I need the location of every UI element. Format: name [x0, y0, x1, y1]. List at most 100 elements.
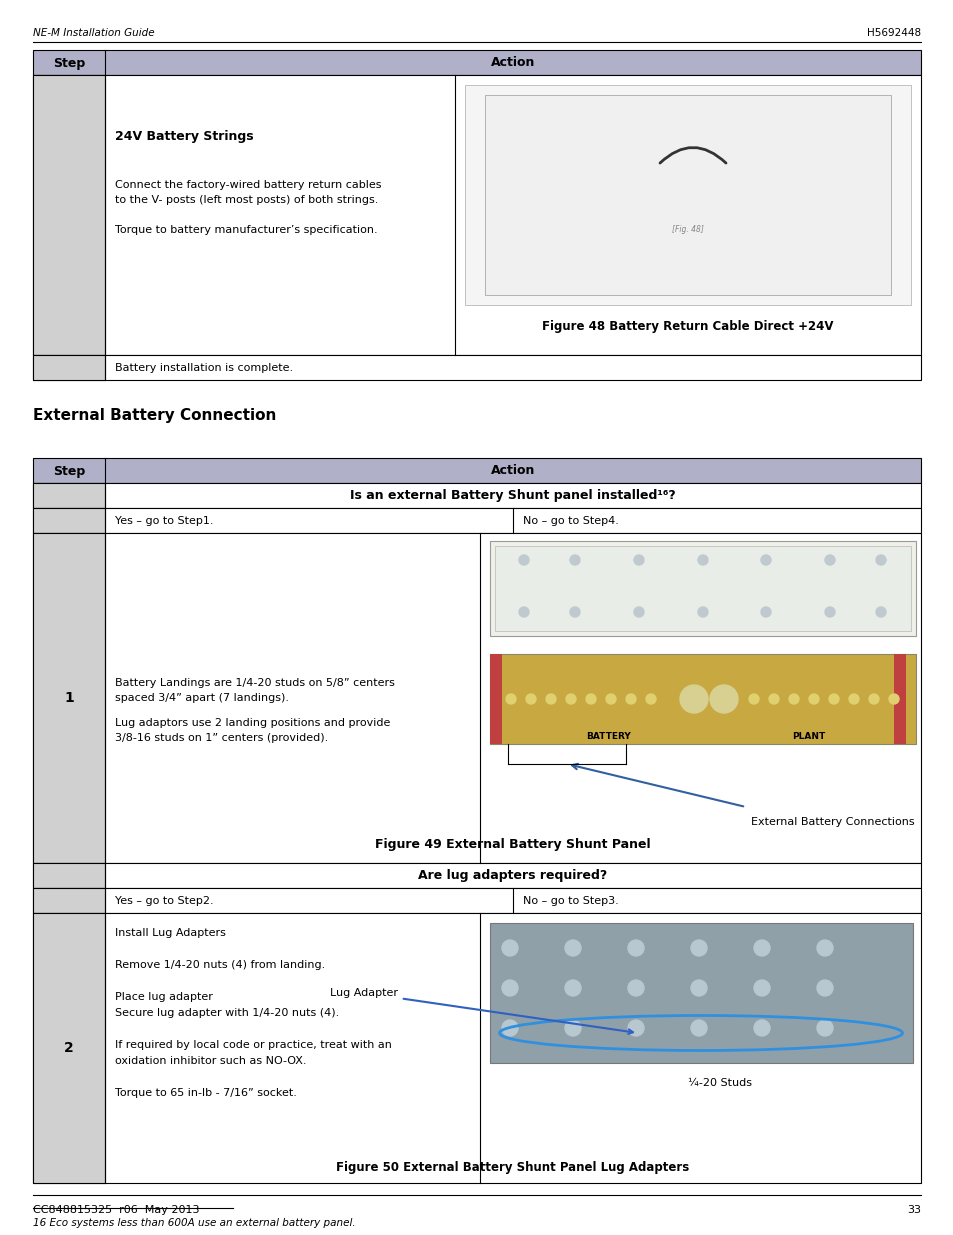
Bar — [33, 458, 920, 483]
Bar — [893, 655, 905, 743]
Text: Yes – go to Step1.: Yes – go to Step1. — [115, 516, 213, 526]
Text: Step: Step — [52, 57, 85, 69]
Text: Is an external Battery Shunt panel installed¹⁶?: Is an external Battery Shunt panel insta… — [350, 489, 675, 503]
Text: If required by local code or practice, treat with an: If required by local code or practice, t… — [115, 1040, 392, 1050]
Bar — [33, 863, 920, 888]
Circle shape — [788, 694, 799, 704]
Circle shape — [816, 1020, 832, 1036]
Circle shape — [627, 940, 643, 956]
Bar — [490, 541, 915, 636]
Circle shape — [748, 694, 759, 704]
Text: 24V Battery Strings: 24V Battery Strings — [115, 130, 253, 143]
Text: External Battery Connection: External Battery Connection — [33, 408, 276, 424]
Circle shape — [564, 940, 580, 956]
Circle shape — [709, 685, 738, 713]
Bar — [495, 546, 910, 631]
Circle shape — [816, 981, 832, 995]
Circle shape — [605, 694, 616, 704]
Text: [Fig. 48]: [Fig. 48] — [671, 225, 703, 233]
Text: External Battery Connections: External Battery Connections — [750, 818, 914, 827]
Bar — [33, 888, 105, 913]
Circle shape — [828, 694, 838, 704]
Text: NE-M Installation Guide: NE-M Installation Guide — [33, 28, 154, 38]
Circle shape — [634, 606, 643, 618]
Bar — [33, 913, 105, 1183]
Bar — [490, 923, 912, 1063]
Bar — [33, 534, 920, 863]
Bar — [464, 85, 910, 305]
Text: Yes – go to Step2.: Yes – go to Step2. — [115, 897, 213, 906]
Text: Step: Step — [52, 464, 85, 478]
Text: Secure lug adapter with 1/4-20 nuts (4).: Secure lug adapter with 1/4-20 nuts (4). — [115, 1008, 339, 1018]
Circle shape — [569, 606, 579, 618]
Text: Battery installation is complete.: Battery installation is complete. — [115, 363, 293, 373]
Bar — [33, 508, 105, 534]
Text: No – go to Step3.: No – go to Step3. — [522, 897, 618, 906]
Text: 1: 1 — [64, 692, 73, 705]
Circle shape — [875, 555, 885, 564]
Text: Battery Landings are 1/4-20 studs on 5/8” centers: Battery Landings are 1/4-20 studs on 5/8… — [115, 678, 395, 688]
Text: Lug adaptors use 2 landing positions and provide: Lug adaptors use 2 landing positions and… — [115, 718, 390, 727]
Circle shape — [564, 1020, 580, 1036]
Text: ¼-20 Studs: ¼-20 Studs — [687, 1078, 751, 1088]
Bar — [33, 354, 920, 380]
Bar — [490, 655, 915, 743]
Circle shape — [875, 606, 885, 618]
Text: Figure 48 Battery Return Cable Direct +24V: Figure 48 Battery Return Cable Direct +2… — [541, 320, 833, 333]
Text: 16 Eco systems less than 600A use an external battery panel.: 16 Eco systems less than 600A use an ext… — [33, 1218, 355, 1228]
Circle shape — [625, 694, 636, 704]
Text: BATTERY: BATTERY — [586, 732, 631, 741]
Circle shape — [690, 1020, 706, 1036]
Circle shape — [565, 694, 576, 704]
Text: Torque to 65 in-lb - 7/16” socket.: Torque to 65 in-lb - 7/16” socket. — [115, 1088, 296, 1098]
Bar — [33, 49, 920, 75]
Text: PLANT: PLANT — [792, 732, 824, 741]
Circle shape — [585, 694, 596, 704]
Bar — [33, 534, 105, 863]
Circle shape — [627, 981, 643, 995]
Circle shape — [564, 981, 580, 995]
Circle shape — [760, 555, 770, 564]
Circle shape — [824, 606, 834, 618]
Circle shape — [768, 694, 779, 704]
Bar — [484, 95, 890, 295]
Text: spaced 3/4” apart (7 landings).: spaced 3/4” apart (7 landings). — [115, 693, 289, 703]
Bar — [33, 888, 920, 913]
Circle shape — [501, 1020, 517, 1036]
Circle shape — [690, 940, 706, 956]
Text: H5692448: H5692448 — [866, 28, 920, 38]
Circle shape — [501, 940, 517, 956]
Text: Torque to battery manufacturer’s specification.: Torque to battery manufacturer’s specifi… — [115, 225, 377, 235]
Circle shape — [501, 981, 517, 995]
Circle shape — [816, 940, 832, 956]
Circle shape — [698, 606, 707, 618]
Text: Remove 1/4-20 nuts (4) from landing.: Remove 1/4-20 nuts (4) from landing. — [115, 960, 325, 969]
Circle shape — [545, 694, 556, 704]
Text: Place lug adapter: Place lug adapter — [115, 992, 213, 1002]
Bar — [33, 863, 105, 888]
Bar — [33, 483, 105, 508]
Circle shape — [808, 694, 818, 704]
Text: 33: 33 — [906, 1205, 920, 1215]
Circle shape — [634, 555, 643, 564]
Bar — [33, 354, 105, 380]
Circle shape — [698, 555, 707, 564]
Circle shape — [569, 555, 579, 564]
Circle shape — [753, 1020, 769, 1036]
Text: Action: Action — [490, 464, 535, 478]
Text: 2: 2 — [64, 1041, 73, 1055]
Bar — [33, 75, 920, 354]
Text: 3/8-16 studs on 1” centers (provided).: 3/8-16 studs on 1” centers (provided). — [115, 734, 328, 743]
Text: Are lug adapters required?: Are lug adapters required? — [418, 869, 607, 883]
Text: Figure 50 External Battery Shunt Panel Lug Adapters: Figure 50 External Battery Shunt Panel L… — [336, 1161, 689, 1174]
Bar — [33, 483, 920, 508]
Text: Connect the factory-wired battery return cables: Connect the factory-wired battery return… — [115, 180, 381, 190]
Text: Install Lug Adapters: Install Lug Adapters — [115, 927, 226, 939]
Circle shape — [753, 940, 769, 956]
Circle shape — [518, 555, 529, 564]
Bar — [33, 508, 920, 534]
Text: Figure 49 External Battery Shunt Panel: Figure 49 External Battery Shunt Panel — [375, 839, 650, 851]
Text: Lug Adapter: Lug Adapter — [330, 988, 632, 1034]
Circle shape — [645, 694, 656, 704]
Text: to the V- posts (left most posts) of both strings.: to the V- posts (left most posts) of bot… — [115, 195, 378, 205]
